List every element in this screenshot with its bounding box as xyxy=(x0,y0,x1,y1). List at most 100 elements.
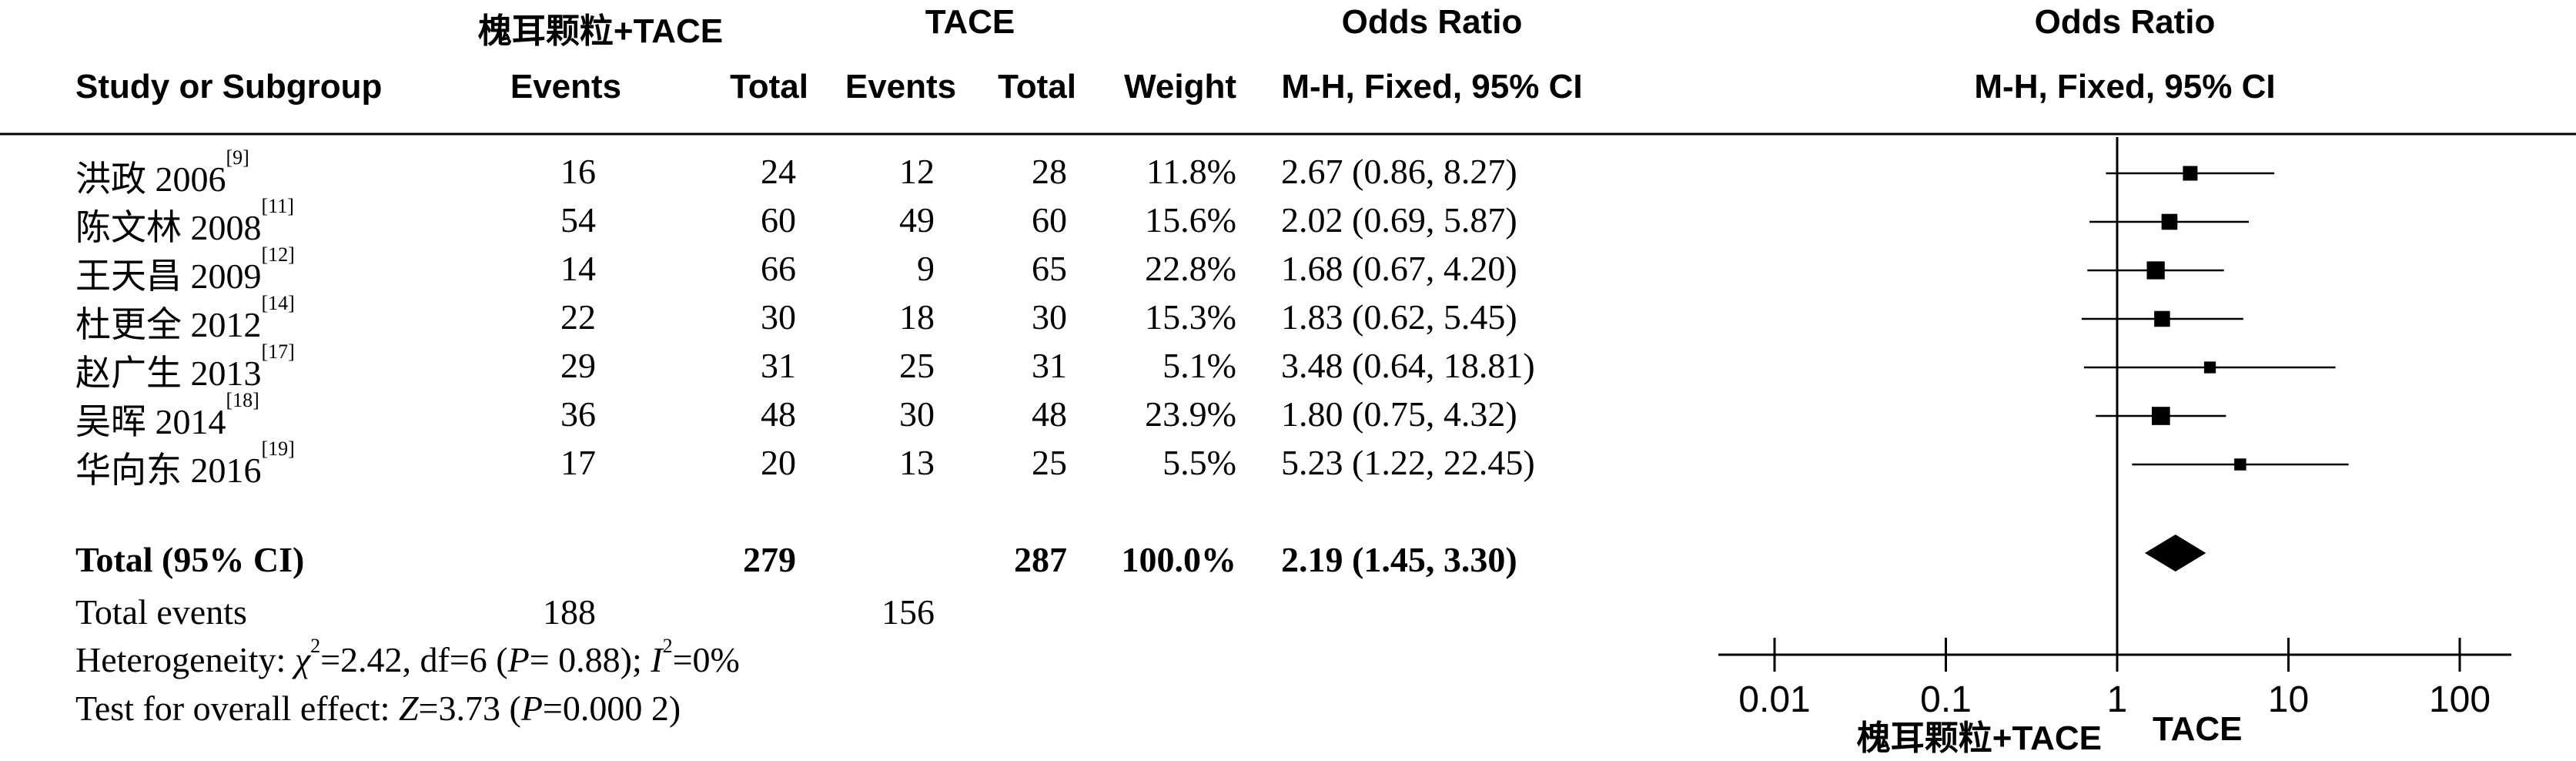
study-name: 陈文林 2008[11] xyxy=(75,195,294,250)
weight-cell: 15.3% xyxy=(1145,297,1236,337)
study-name-text: 赵广生 2013 xyxy=(75,354,262,393)
study-name: 洪政 2006[9] xyxy=(75,146,249,202)
total-events2: 156 xyxy=(882,592,935,632)
total2-sum: 287 xyxy=(1014,540,1067,579)
study-name: 杜更全 2012[14] xyxy=(75,292,295,347)
events1-cell: 16 xyxy=(560,152,596,191)
events1-cell: 36 xyxy=(560,394,596,434)
total2-cell: 31 xyxy=(1032,346,1067,385)
study-name-text: 陈文林 2008 xyxy=(75,208,262,247)
z-value: =3.73 ( xyxy=(418,689,521,728)
i-superscript: 2 xyxy=(662,635,673,657)
total1-cell: 20 xyxy=(761,443,796,482)
study-ref: [18] xyxy=(226,389,259,411)
study-name-text: 王天昌 2009 xyxy=(75,256,262,296)
total1-cell: 30 xyxy=(761,297,796,337)
total1-cell: 31 xyxy=(761,346,796,385)
chi-symbol: χ xyxy=(294,640,311,679)
study-name-text: 杜更全 2012 xyxy=(75,305,262,344)
events1-cell: 54 xyxy=(560,200,596,240)
total2-cell: 65 xyxy=(1032,249,1067,288)
header-study: Study or Subgroup xyxy=(75,68,383,106)
forest-marks: 0.01 0.1 1 10 100 xyxy=(1718,137,2511,720)
study-name-text: 吴晖 2014 xyxy=(75,402,226,441)
z-symbol: Z xyxy=(398,689,419,728)
events2-cell: 18 xyxy=(899,297,935,337)
total1-sum: 279 xyxy=(743,540,796,579)
axis-left-label: 槐耳颗粒+TACE xyxy=(1856,719,2102,757)
total-weight: 100.0% xyxy=(1121,540,1237,579)
total2-cell: 28 xyxy=(1032,152,1067,191)
header-or-plot: Odds Ratio xyxy=(2034,3,2216,41)
events2-cell: 13 xyxy=(899,443,935,482)
header-method-table: M-H, Fixed, 95% CI xyxy=(1281,68,1583,106)
total1-cell: 66 xyxy=(761,249,796,288)
x-tick-label: 1 xyxy=(2107,679,2128,720)
study-ref: [14] xyxy=(261,292,295,314)
header-method-plot: M-H, Fixed, 95% CI xyxy=(1974,68,2276,106)
total1-cell: 60 xyxy=(761,200,796,240)
study-ref: [17] xyxy=(261,340,295,363)
total2-cell: 30 xyxy=(1032,297,1067,337)
events2-cell: 25 xyxy=(899,346,935,385)
total2-cell: 60 xyxy=(1032,200,1067,240)
study-ref: [11] xyxy=(261,195,294,217)
study-name-text: 洪政 2006 xyxy=(75,159,226,199)
chi-value: =2.42, df=6 ( xyxy=(320,640,508,679)
study-box xyxy=(2203,361,2216,374)
pooled-diamond xyxy=(2144,535,2206,572)
p-symbol: P xyxy=(507,640,530,679)
events2-cell: 30 xyxy=(899,394,935,434)
header-events1: Events xyxy=(510,68,622,106)
study-name-text: 华向东 2016 xyxy=(75,451,262,490)
chi-superscript: 2 xyxy=(310,635,321,657)
events1-cell: 14 xyxy=(560,249,596,288)
ci-cell: 2.02 (0.69, 5.87) xyxy=(1281,200,1517,240)
study-ref: [12] xyxy=(261,243,295,266)
total-label: Total (95% CI) xyxy=(75,540,305,579)
p-value: = 0.88); xyxy=(529,640,651,679)
study-name: 赵广生 2013[17] xyxy=(75,340,295,396)
weight-cell: 5.1% xyxy=(1163,346,1236,385)
axis-right-label: TACE xyxy=(2153,710,2243,748)
total-ci: 2.19 (1.45, 3.30) xyxy=(1281,540,1517,579)
header-or-table: Odds Ratio xyxy=(1341,3,1523,41)
ci-cell: 2.67 (0.86, 8.27) xyxy=(1281,152,1517,191)
study-box xyxy=(2151,407,2170,425)
overall-p-symbol: P xyxy=(520,689,543,728)
overall-prefix: Test for overall effect: xyxy=(75,689,399,728)
het-prefix: Heterogeneity: xyxy=(75,640,295,679)
weight-cell: 22.8% xyxy=(1145,249,1236,288)
ci-cell: 3.48 (0.64, 18.81) xyxy=(1281,346,1535,385)
x-tick-label: 10 xyxy=(2268,679,2309,720)
ci-cell: 1.83 (0.62, 5.45) xyxy=(1281,297,1517,337)
study-ref: [19] xyxy=(261,437,295,460)
study-box xyxy=(2161,213,2178,230)
header-total1: Total xyxy=(730,68,808,106)
x-tick-label: 0.1 xyxy=(1920,679,1972,720)
x-tick-label: 100 xyxy=(2429,679,2491,720)
study-box xyxy=(2154,310,2170,327)
study-name: 吴晖 2014[18] xyxy=(75,389,259,444)
events2-cell: 9 xyxy=(917,249,935,288)
heterogeneity-text: Heterogeneity: χ2=2.42, df=6 (P= 0.88); … xyxy=(75,635,740,680)
weight-cell: 5.5% xyxy=(1163,443,1236,482)
events2-cell: 12 xyxy=(899,152,935,191)
overall-p-value: =0.000 2) xyxy=(542,689,681,728)
total2-cell: 25 xyxy=(1032,443,1067,482)
total1-cell: 24 xyxy=(761,152,796,191)
total1-cell: 48 xyxy=(761,394,796,434)
ci-cell: 1.80 (0.75, 4.32) xyxy=(1281,394,1517,434)
total-events1: 188 xyxy=(543,592,596,632)
header-group1: 槐耳颗粒+TACE xyxy=(477,12,724,50)
study-box xyxy=(2183,166,2198,181)
weight-cell: 11.8% xyxy=(1146,152,1236,191)
events1-cell: 17 xyxy=(560,443,596,482)
i-symbol: I xyxy=(651,640,663,679)
study-name: 王天昌 2009[12] xyxy=(75,243,295,299)
study-name: 华向东 2016[19] xyxy=(75,437,295,493)
events1-cell: 22 xyxy=(560,297,596,337)
header-total2: Total xyxy=(998,68,1076,106)
header-events2: Events xyxy=(845,68,957,106)
weight-cell: 23.9% xyxy=(1145,394,1236,434)
